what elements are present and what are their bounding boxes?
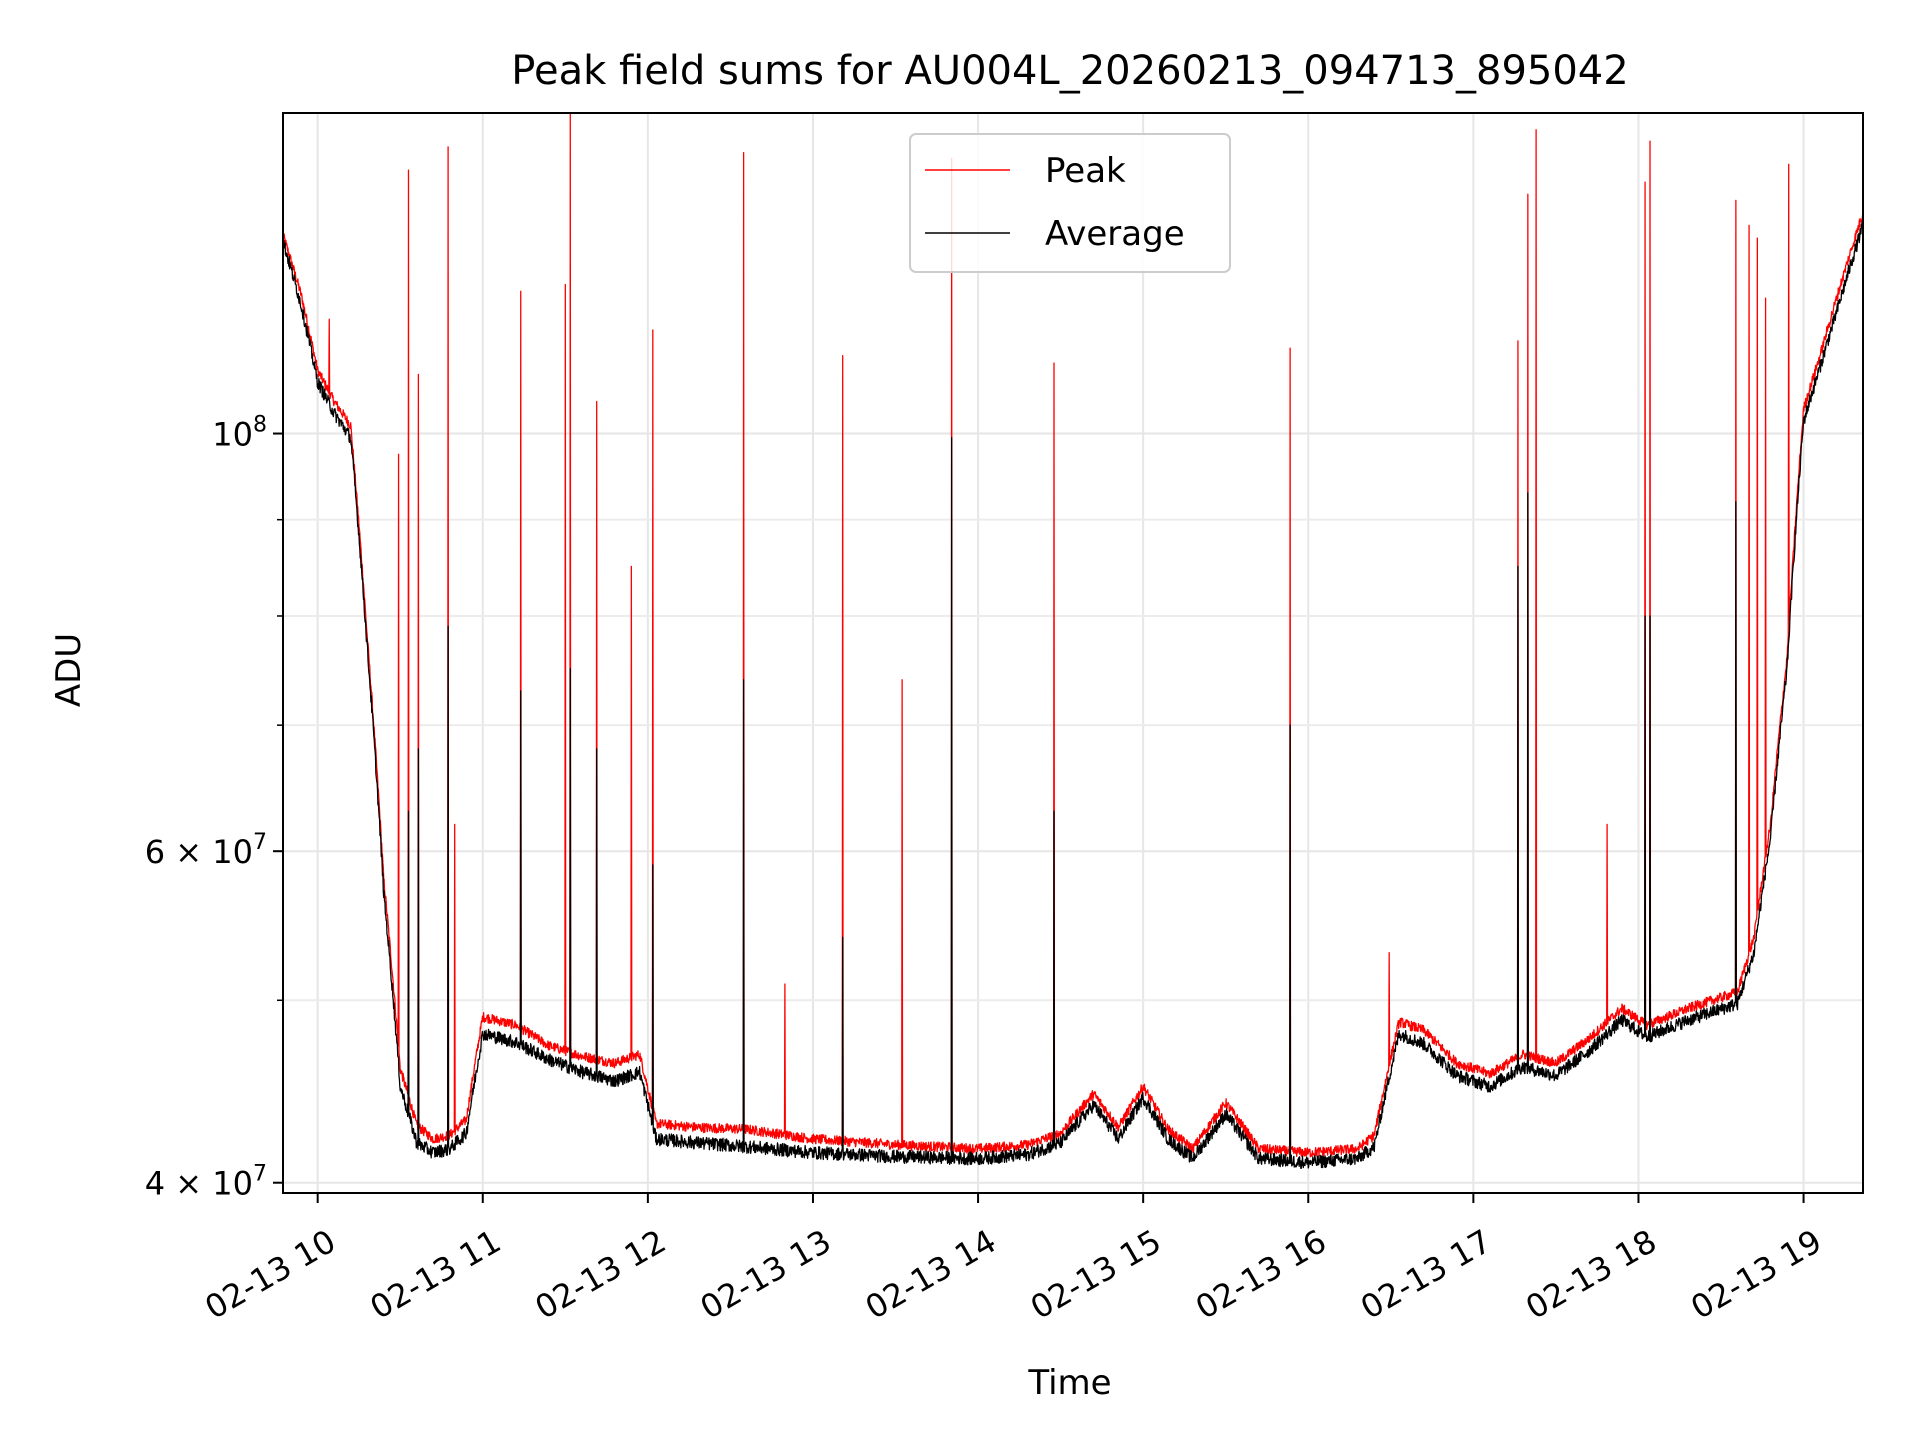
y-tick-label: 108: [212, 413, 267, 454]
y-axis-label: ADU: [49, 633, 89, 707]
grid: [283, 113, 1863, 1193]
series-group: [283, 113, 1863, 1170]
y-tick-label-exponent: 7: [253, 830, 267, 855]
y-tick-label-exponent: 8: [253, 413, 267, 438]
y-tick-label-base: 4 × 10: [145, 1165, 253, 1203]
y-tick-label-base: 10: [212, 416, 253, 454]
axes-frame: [282, 112, 1864, 1194]
legend-box: [909, 133, 1231, 273]
y-tick-label: 6 × 107: [145, 830, 267, 871]
series-line-peak: [283, 113, 1863, 1158]
chart-title: Peak field sums for AU004L_20260213_0947…: [511, 48, 1628, 94]
x-axis-label: Time: [1027, 1363, 1111, 1403]
series-line-average: [283, 221, 1863, 1170]
plot-area: [283, 113, 1863, 1170]
y-tick-label-base: 6 × 10: [145, 833, 253, 871]
y-tick-label: 4 × 107: [145, 1162, 267, 1203]
y-tick-label-exponent: 7: [253, 1162, 267, 1187]
legend-peak-label: Peak: [1045, 151, 1126, 191]
legend: Peak Average: [909, 133, 1231, 273]
legend-average-label: Average: [1045, 214, 1185, 254]
